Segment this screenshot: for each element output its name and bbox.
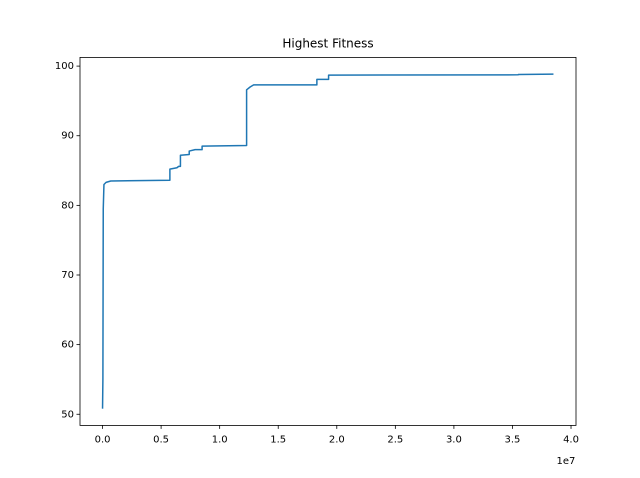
x-tick-label: 2.0 xyxy=(329,434,345,445)
chart-title: Highest Fitness xyxy=(282,37,373,51)
y-tick-label: 60 xyxy=(61,340,74,351)
y-tick-label: 80 xyxy=(61,200,74,211)
plot-frame xyxy=(79,57,577,426)
x-tick-label: 0.0 xyxy=(95,434,111,445)
line xyxy=(101,73,554,409)
x-tick-label: 1.0 xyxy=(212,434,228,445)
y-tick-label: 70 xyxy=(61,270,74,281)
x-tick-label: 2.5 xyxy=(387,434,403,445)
x-offset-label: 1e7 xyxy=(557,456,576,467)
x-tick-label: 1.5 xyxy=(270,434,286,445)
y-tick-label: 50 xyxy=(61,409,74,420)
x-tick-label: 3.5 xyxy=(505,434,521,445)
y-tick-label: 100 xyxy=(55,61,74,72)
x-tick-label: 3.0 xyxy=(446,434,462,445)
x-tick-label: 4.0 xyxy=(563,434,579,445)
x-tick-label: 0.5 xyxy=(153,434,169,445)
y-tick-label: 90 xyxy=(61,131,74,142)
